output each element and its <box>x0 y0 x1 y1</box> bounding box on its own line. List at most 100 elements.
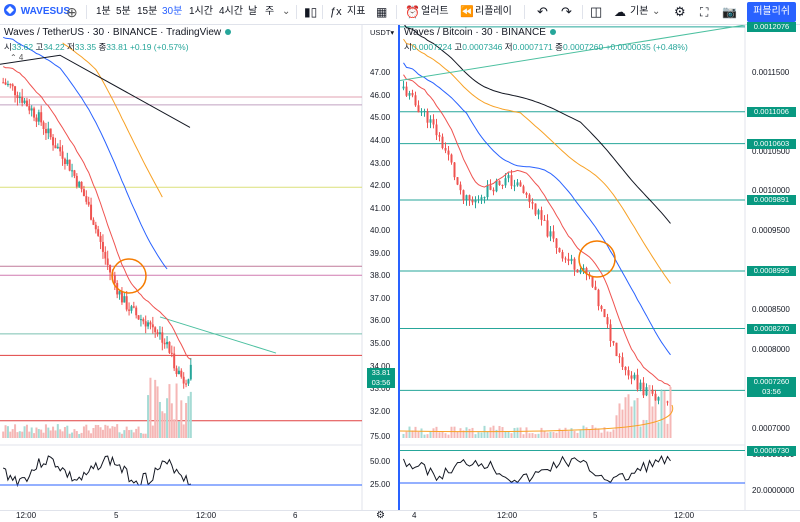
left-candle-body <box>175 368 178 375</box>
right-volume-bar <box>408 426 411 438</box>
left-price-tick: 46.00 <box>370 90 391 100</box>
left-osc-tick: 25.00 <box>370 480 391 489</box>
right-candle-body <box>612 340 615 343</box>
interval-4h[interactable]: 4시간 <box>219 6 243 17</box>
right-volume-bar <box>510 433 513 438</box>
interval-dropdown-icon[interactable]: ⌄ <box>282 6 291 17</box>
left-candle-body <box>35 117 38 122</box>
left-candle-body <box>187 379 190 384</box>
right-level-label: 0.0006730 <box>747 445 796 456</box>
left-price-tick: 41.00 <box>370 203 391 213</box>
left-candle-body <box>52 137 55 146</box>
left-last-price: 33.81 <box>371 368 391 377</box>
left-volume-bar <box>118 432 121 438</box>
left-candle-body <box>11 84 14 87</box>
right-volume-bar <box>597 428 600 438</box>
right-candle-body <box>615 342 618 357</box>
symbol-search[interactable]: WAVESUS <box>4 0 70 24</box>
right-high: 0.0007346 <box>462 42 503 52</box>
layout-icon[interactable]: ◫ <box>590 4 603 19</box>
right-price-tick: 0.0008000 <box>752 344 790 354</box>
collapse-legend-icon[interactable]: ⌃ 4 <box>10 53 24 62</box>
right-x-tick: 5 <box>593 511 598 520</box>
left-ohlc: 시33.62 고34.22 저33.35 종33.81 +0.19 (+0.57… <box>4 41 189 53</box>
right-level-label: 0.0008995 <box>747 266 796 277</box>
left-candle-body <box>71 170 74 172</box>
right-chart-canvas[interactable] <box>400 25 800 511</box>
interval-week[interactable]: 주 <box>265 6 275 17</box>
left-volume-bar <box>137 426 140 438</box>
left-chart-canvas[interactable] <box>0 25 396 511</box>
left-volume-bar <box>161 411 164 438</box>
right-volume-bar <box>459 428 462 438</box>
layout-dropdown-icon[interactable]: ⌄ <box>652 6 661 17</box>
left-volume-bar <box>71 432 74 438</box>
candle-style-icon[interactable]: ▮▯ <box>304 5 318 19</box>
right-candle-body <box>420 111 423 113</box>
indicators-icon[interactable]: ƒx <box>330 6 342 18</box>
right-candle-body <box>582 268 585 271</box>
publish-button[interactable]: 퍼블리쉬 <box>747 2 796 22</box>
left-candle-body <box>94 224 97 230</box>
left-volume-bar <box>166 398 169 438</box>
camera-icon[interactable]: 📷 <box>722 5 737 19</box>
right-volume-bar <box>504 430 507 438</box>
alert-icon[interactable]: ⏰ <box>405 5 420 19</box>
alert-button[interactable]: 얼러트 <box>421 6 449 17</box>
add-symbol-icon[interactable]: ⊕ <box>66 4 78 20</box>
right-ema-blue <box>403 62 671 356</box>
left-volume-bar <box>104 424 107 438</box>
left-ema-orange <box>62 42 163 198</box>
left-candle-body <box>66 159 69 165</box>
interval-15m[interactable]: 15분 <box>137 6 158 17</box>
left-candle-body <box>78 181 81 187</box>
right-candle-body <box>567 258 570 261</box>
interval-5m[interactable]: 5분 <box>116 6 131 17</box>
right-volume-bar <box>519 427 522 438</box>
right-volume-bar <box>534 434 537 438</box>
replay-icon[interactable]: ⏪ <box>460 6 474 18</box>
right-volume-bar <box>585 427 588 438</box>
left-price-tick: 47.00 <box>370 68 391 78</box>
left-axis-unit[interactable]: USDT▾ <box>370 28 395 37</box>
right-volume-bar <box>417 431 420 438</box>
settings-gear-icon[interactable]: ⚙ <box>674 4 686 19</box>
right-candle-body <box>471 200 474 203</box>
right-volume-bar <box>564 427 567 438</box>
left-volume-bar <box>116 424 119 438</box>
interval-day[interactable]: 날 <box>248 6 258 17</box>
right-candle-body <box>405 86 408 96</box>
interval-1h[interactable]: 1시간 <box>189 6 213 17</box>
left-volume-bar <box>187 396 190 438</box>
layout-name[interactable]: 기본 <box>630 6 649 17</box>
indicators-button[interactable]: 지표 <box>347 6 366 17</box>
left-candle-body <box>80 181 83 190</box>
redo-icon[interactable]: ↷ <box>561 4 572 19</box>
right-chart-pane[interactable]: Waves / Bitcoin · 30 · BINANCE 시0.000722… <box>398 21 800 511</box>
right-candle-body <box>639 382 642 390</box>
left-candle-body <box>170 352 173 354</box>
right-volume-bar <box>660 390 663 438</box>
axis-settings-gear-icon[interactable]: ⚙ <box>376 510 385 521</box>
right-title-text: Waves / Bitcoin · 30 · BINANCE <box>404 27 546 38</box>
left-volume-bar <box>11 429 14 438</box>
right-candle-body <box>564 258 567 260</box>
right-candle-body <box>600 306 603 310</box>
left-open: 33.62 <box>11 42 34 52</box>
cloud-icon[interactable]: ☁ <box>614 5 626 19</box>
right-volume-bar <box>429 431 432 438</box>
interval-1m[interactable]: 1분 <box>96 6 111 17</box>
time-axis[interactable]: 12:00 5 12:00 6 ⚙ 4 12:00 5 12:00 <box>0 510 800 522</box>
templates-icon[interactable]: ▦ <box>376 5 388 19</box>
left-volume-bar <box>18 431 21 438</box>
fullscreen-icon[interactable]: ⛶ <box>700 5 709 19</box>
left-price-tick: 45.00 <box>370 113 391 123</box>
left-candle-body <box>142 319 145 322</box>
undo-icon[interactable]: ↶ <box>537 4 548 19</box>
left-chart-pane[interactable]: Waves / TetherUS · 30 · BINANCE · Tradin… <box>0 25 396 511</box>
replay-button[interactable]: 리플레이 <box>475 6 512 17</box>
left-price-tick: 35.00 <box>370 339 391 349</box>
right-candle-body <box>426 111 429 123</box>
interval-30m[interactable]: 30분 <box>162 6 183 17</box>
right-candle-body <box>609 324 612 341</box>
